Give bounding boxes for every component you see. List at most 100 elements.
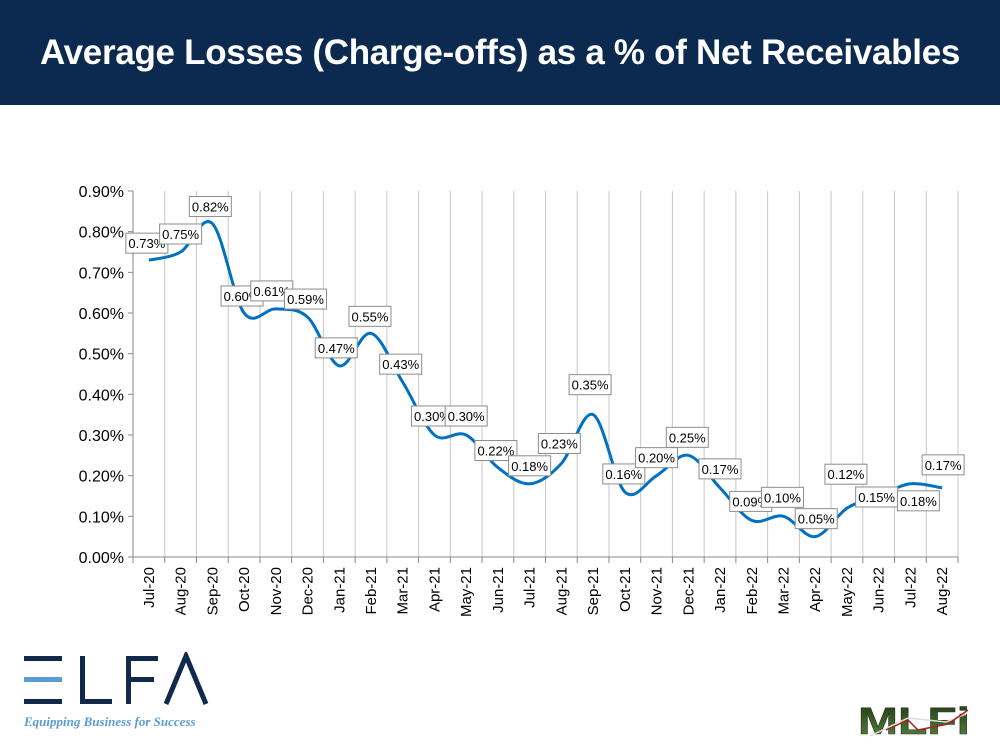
data-label: 0.75% xyxy=(159,223,203,245)
y-tick-label: 0.40% xyxy=(79,387,124,404)
data-label-box xyxy=(794,508,838,530)
x-tick-label: Nov-20 xyxy=(268,567,285,615)
data-label: 0.22% xyxy=(474,440,518,462)
data-label-text: 0.18% xyxy=(511,459,548,474)
x-tick-label: Mar-22 xyxy=(775,567,792,615)
x-tick-label: Aug-20 xyxy=(173,567,190,615)
x-tick-label: Jul-20 xyxy=(141,567,158,608)
data-label-box xyxy=(314,337,358,359)
y-tick-label: 0.30% xyxy=(79,428,124,445)
title-bar: Average Losses (Charge-offs) as a % of N… xyxy=(0,0,1000,105)
data-label-box xyxy=(159,223,203,245)
data-label: 0.18% xyxy=(896,490,940,512)
data-label-text: 0.61% xyxy=(253,284,290,299)
x-tick-label: May-21 xyxy=(458,567,475,617)
x-tick-label: Oct-20 xyxy=(236,567,253,612)
data-label: 0.25% xyxy=(665,426,709,448)
data-label-text: 0.75% xyxy=(162,227,199,242)
data-label-text: 0.30% xyxy=(414,409,451,424)
data-label-text: 0.43% xyxy=(382,357,419,372)
x-tick-label: Dec-21 xyxy=(680,567,697,615)
data-label: 0.17% xyxy=(921,454,965,476)
data-label-box xyxy=(896,490,940,512)
data-label-text: 0.17% xyxy=(702,462,739,477)
data-label-box xyxy=(188,196,232,218)
data-label: 0.15% xyxy=(855,486,899,508)
x-tick-label: Feb-22 xyxy=(744,567,761,615)
x-tick-label: Oct-21 xyxy=(617,567,634,612)
data-label-text: 0.18% xyxy=(900,494,937,509)
x-tick-label: Nov-21 xyxy=(649,567,666,615)
x-tick-label: Sep-20 xyxy=(204,567,221,615)
x-tick-label: Jan-22 xyxy=(712,567,729,613)
data-label-text: 0.35% xyxy=(572,378,609,393)
data-label-box xyxy=(568,374,612,396)
data-label: 0.17% xyxy=(698,458,742,480)
data-label-box xyxy=(635,447,679,469)
x-tick-label: Jun-21 xyxy=(490,567,507,613)
data-label-text: 0.47% xyxy=(318,341,355,356)
y-tick-label: 0.90% xyxy=(79,184,124,201)
y-tick-label: 0.50% xyxy=(79,347,124,364)
data-label-box xyxy=(698,458,742,480)
data-label-box xyxy=(444,405,488,427)
data-label-text: 0.25% xyxy=(669,430,706,445)
data-label-text: 0.23% xyxy=(541,436,578,451)
data-label: 0.35% xyxy=(568,374,612,396)
x-tick-label: Dec-20 xyxy=(300,567,317,615)
data-label: 0.30% xyxy=(444,405,488,427)
x-tick-label: May-22 xyxy=(839,567,856,617)
data-label-box xyxy=(379,353,423,375)
data-label: 0.12% xyxy=(824,463,868,485)
data-label: 0.43% xyxy=(379,353,423,375)
data-label: 0.55% xyxy=(348,305,392,327)
data-label-box xyxy=(602,463,646,485)
x-tick-label: Jul-21 xyxy=(522,567,539,608)
y-tick-label: 0.70% xyxy=(79,265,124,282)
data-label-text: 0.30% xyxy=(448,409,485,424)
x-tick-label: Jun-22 xyxy=(871,567,888,613)
x-tick-label: Jan-21 xyxy=(331,567,348,613)
data-label-box xyxy=(348,305,392,327)
data-label-text: 0.12% xyxy=(828,467,865,482)
data-label: 0.18% xyxy=(508,455,552,477)
data-label: 0.30% xyxy=(410,405,454,427)
data-label: 0.23% xyxy=(537,432,581,454)
x-tick-label: Aug-21 xyxy=(553,567,570,615)
data-label-text: 0.22% xyxy=(477,444,514,459)
data-label-text: 0.55% xyxy=(352,309,389,324)
data-label-text: 0.09% xyxy=(732,494,769,509)
data-label-text: 0.20% xyxy=(638,451,675,466)
data-label-text: 0.17% xyxy=(925,458,962,473)
x-tick-label: Apr-21 xyxy=(426,567,443,612)
y-tick-label: 0.10% xyxy=(79,509,124,526)
data-label-text: 0.82% xyxy=(192,200,229,215)
elfa-tagline: Equipping Business for Success xyxy=(24,714,196,729)
data-label-box xyxy=(921,454,965,476)
data-label-text: 0.10% xyxy=(764,490,801,505)
x-tick-label: Apr-22 xyxy=(807,567,824,612)
data-label-text: 0.15% xyxy=(858,490,895,505)
data-label-box xyxy=(508,455,552,477)
x-tick-label: Mar-21 xyxy=(395,567,412,615)
x-tick-label: Sep-21 xyxy=(585,567,602,615)
data-label: 0.20% xyxy=(635,447,679,469)
y-tick-label: 0.00% xyxy=(79,550,124,567)
data-label: 0.05% xyxy=(794,508,838,530)
elfa-logo xyxy=(24,652,209,705)
data-label-text: 0.16% xyxy=(605,467,642,482)
data-label-box xyxy=(824,463,868,485)
y-tick-label: 0.80% xyxy=(79,225,124,242)
y-tick-label: 0.60% xyxy=(79,306,124,323)
x-tick-label: Aug-22 xyxy=(934,567,951,615)
data-label: 0.10% xyxy=(760,486,804,508)
data-label-box xyxy=(537,432,581,454)
y-tick-label: 0.20% xyxy=(79,469,124,486)
data-label-box xyxy=(284,288,328,310)
data-label-text: 0.73% xyxy=(128,236,165,251)
data-label: 0.16% xyxy=(602,463,646,485)
x-tick-label: Feb-21 xyxy=(363,567,380,615)
data-label-text: 0.59% xyxy=(287,292,324,307)
data-label-box xyxy=(474,440,518,462)
mlfi-logo: MLFi xyxy=(858,701,971,740)
